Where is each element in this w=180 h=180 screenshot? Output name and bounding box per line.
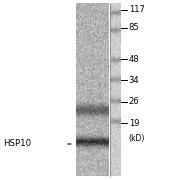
Text: 117: 117 [129, 5, 145, 14]
Text: 19: 19 [129, 119, 139, 128]
Text: HSP10: HSP10 [4, 140, 32, 148]
Text: 34: 34 [129, 76, 139, 85]
Text: 26: 26 [129, 97, 139, 106]
Text: 48: 48 [129, 55, 139, 64]
Text: (kD): (kD) [129, 134, 145, 143]
Text: 85: 85 [129, 23, 139, 32]
